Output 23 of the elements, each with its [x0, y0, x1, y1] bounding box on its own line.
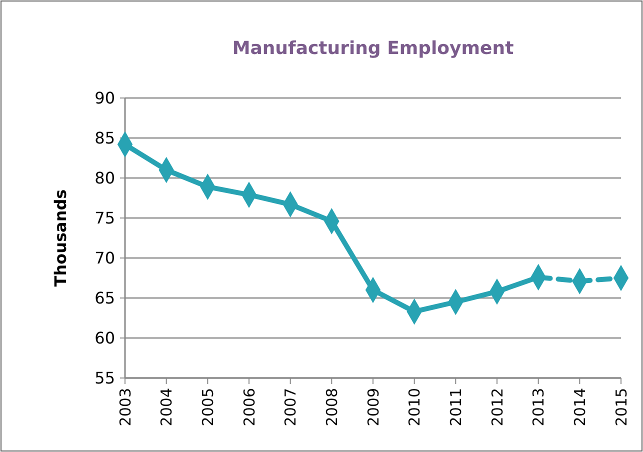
- y-tick-label: 70: [94, 248, 115, 268]
- x-tick-label: 2013: [530, 388, 548, 426]
- y-tick-label: 60: [94, 328, 115, 348]
- y-tick-label: 75: [94, 208, 115, 228]
- y-tick-label: 85: [94, 128, 115, 148]
- y-tick-label: 65: [94, 288, 115, 308]
- x-tick-label: 2007: [282, 388, 300, 426]
- x-tick-label: 2004: [158, 388, 176, 426]
- x-tick-label: 2015: [612, 388, 630, 426]
- y-tick-label: 80: [94, 168, 115, 188]
- x-tick-label: 2014: [570, 388, 589, 426]
- y-axis-title: Thousands: [51, 189, 70, 287]
- y-tick-label: 55: [94, 368, 115, 388]
- x-tick-label: 2011: [446, 388, 465, 426]
- x-tick-label: 2012: [488, 388, 506, 426]
- y-tick-label: 90: [94, 88, 115, 108]
- x-tick-label: 2003: [116, 388, 134, 426]
- x-tick-label: 2006: [240, 388, 258, 426]
- x-tick-label: 2005: [198, 388, 217, 426]
- x-tick-label: 2009: [364, 388, 382, 426]
- x-tick-label: 2008: [322, 388, 341, 426]
- chart-title: Manufacturing Employment: [232, 38, 514, 59]
- x-tick-label: 2010: [406, 388, 424, 426]
